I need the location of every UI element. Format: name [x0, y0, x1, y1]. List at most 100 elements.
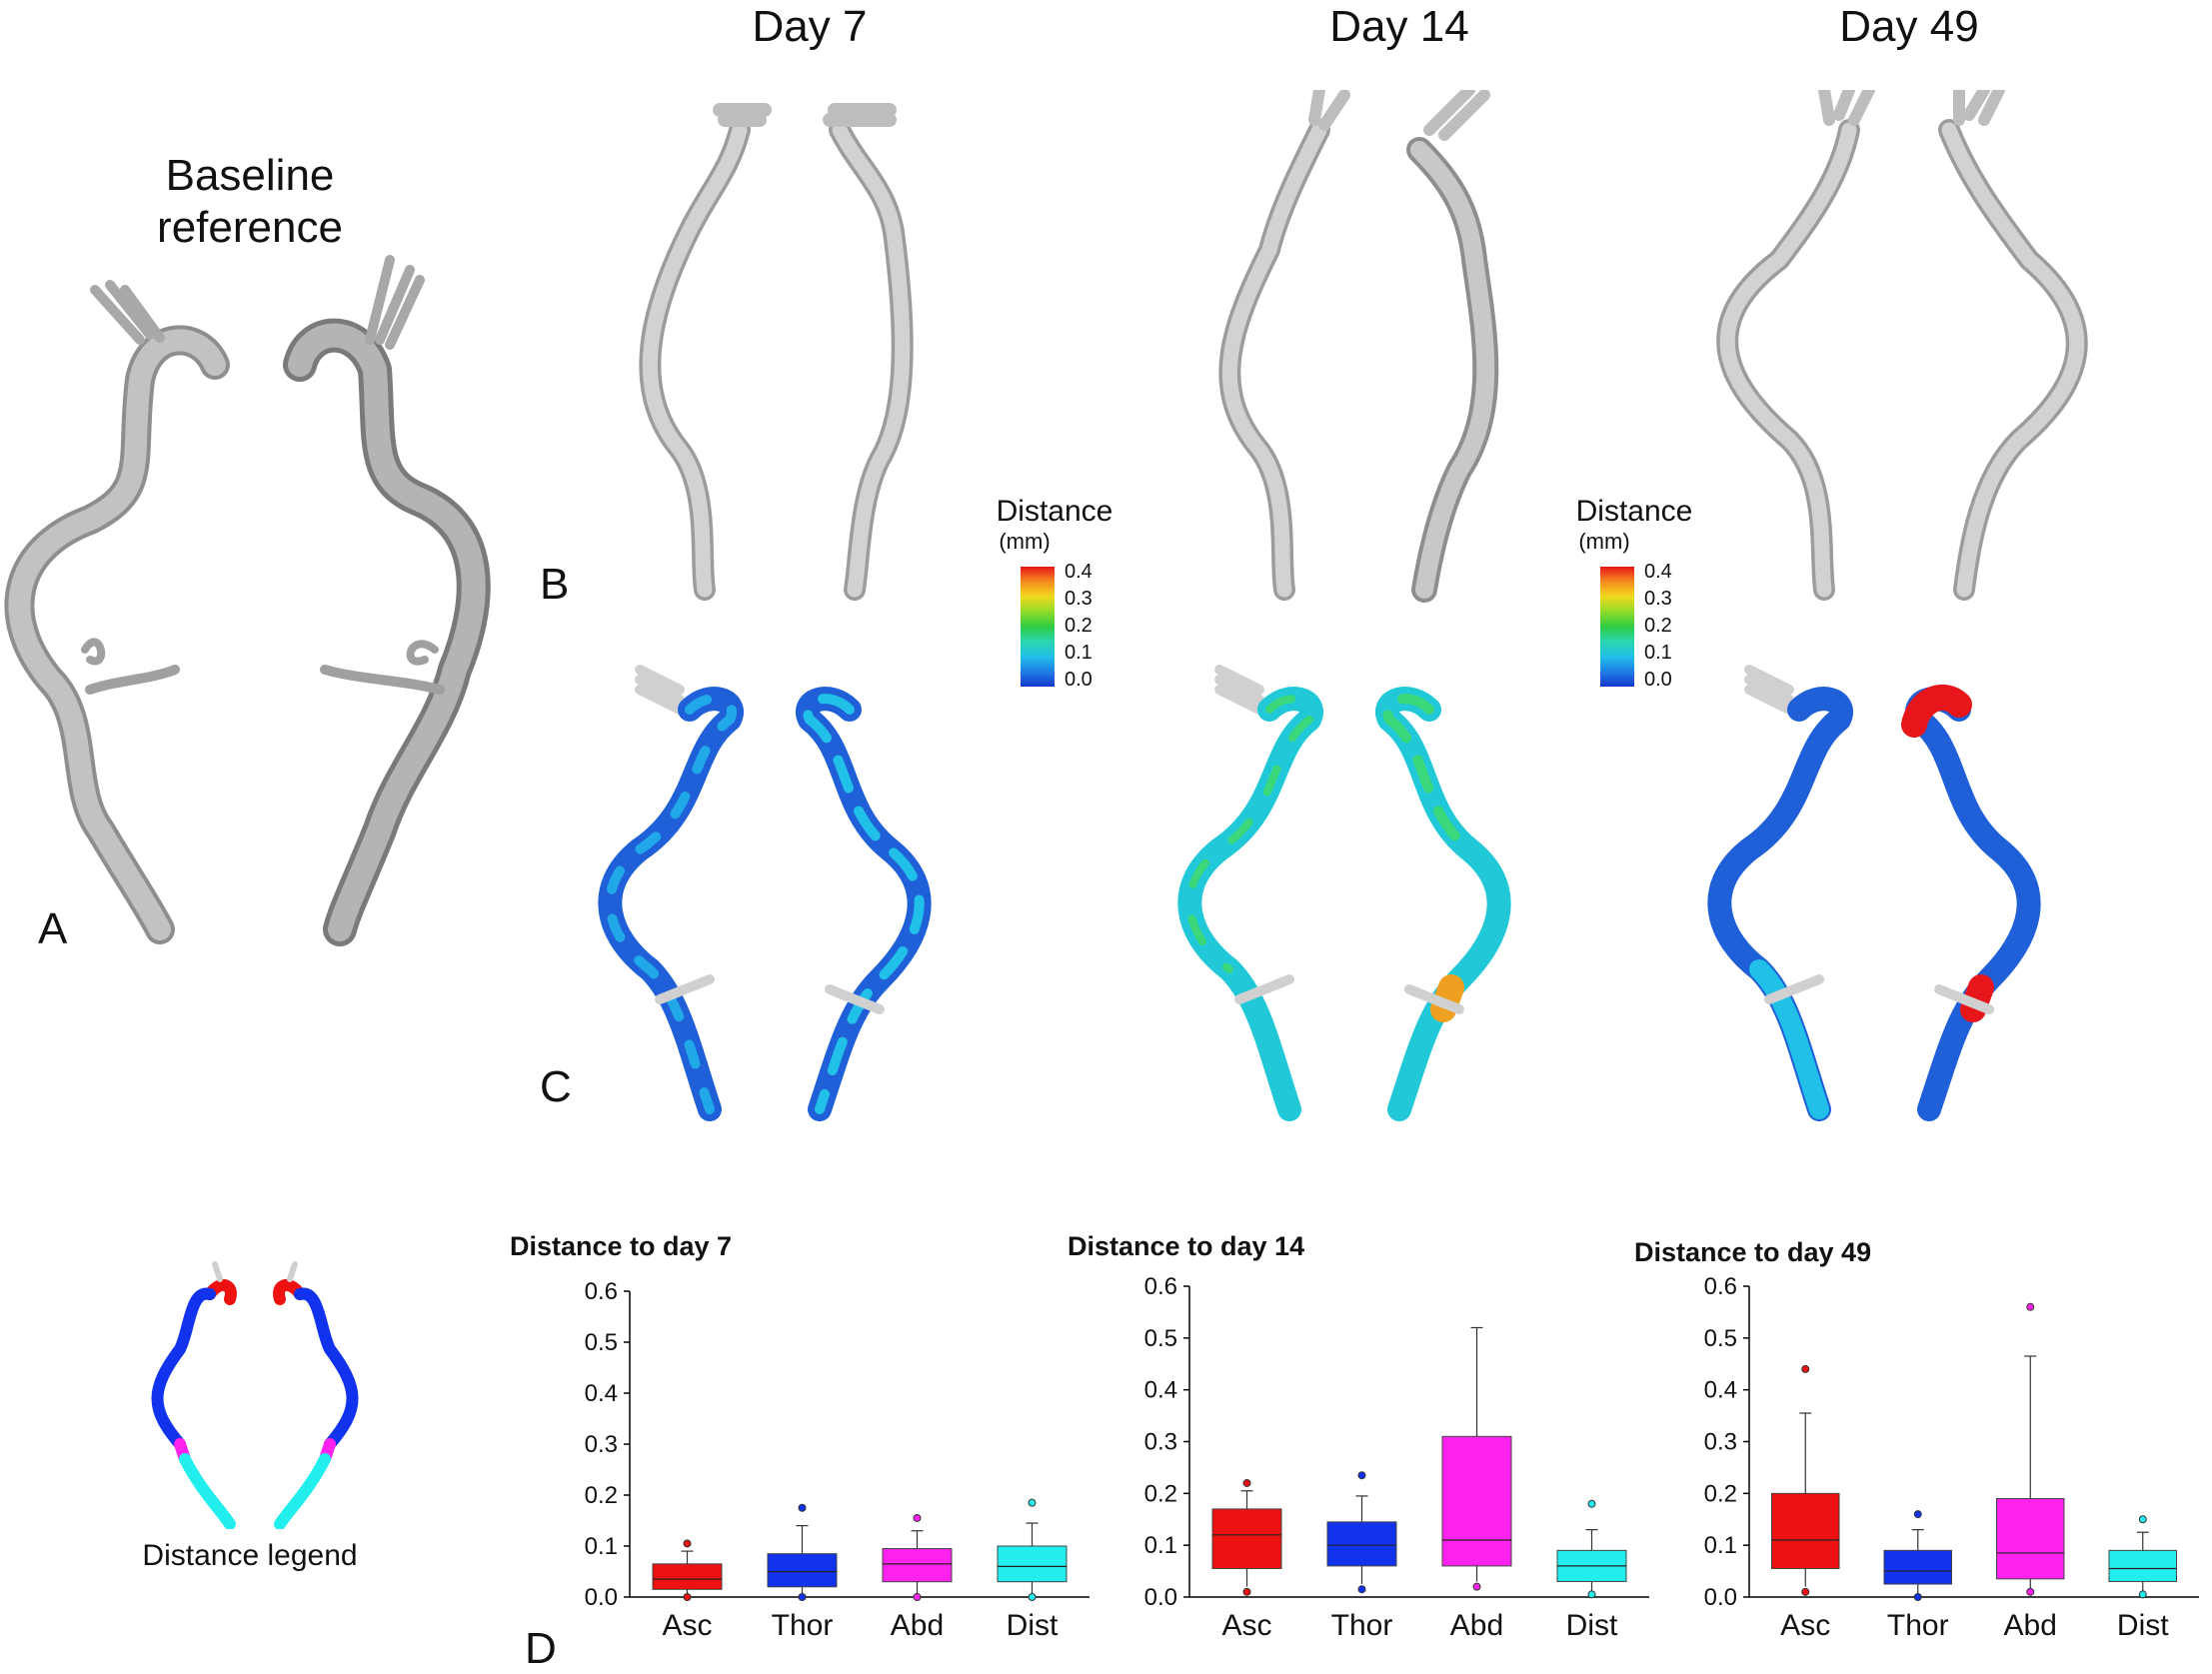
- segment-dist: [179, 1453, 331, 1529]
- colorbar-tick-0.1: 0.1: [1065, 642, 1093, 664]
- day49-grey-models: [1716, 90, 2088, 601]
- boxplot-day49: 0.0 0.1 0.2 0.3 0.4 0.5 0.6 Asc Thor Abd Dist: [1704, 1274, 2199, 1642]
- outlier-abd: [1472, 1582, 1481, 1591]
- column-title-day7: Day 7: [752, 2, 868, 51]
- y-tick-label: 0.4: [585, 1380, 618, 1407]
- category-label-thor: Thor: [772, 1609, 834, 1642]
- colorbar-tick-0.0: 0.0: [1644, 669, 1672, 691]
- y-tick-label: 0.3: [1704, 1429, 1737, 1456]
- day7-colormap: [598, 665, 932, 1121]
- day14-grey-models: [1218, 90, 1499, 603]
- category-label-dist: Dist: [2117, 1609, 2169, 1642]
- y-tick-label: 0.0: [1704, 1584, 1737, 1611]
- outlier-thor: [1913, 1510, 1922, 1519]
- y-tick-label: 0.2: [1144, 1480, 1177, 1507]
- y-tick-label: 0.4: [1704, 1377, 1737, 1404]
- outlier-thor: [798, 1503, 807, 1512]
- outlier-dist: [1028, 1593, 1037, 1601]
- category-label-asc: Asc: [662, 1609, 712, 1642]
- outlier-thor: [1357, 1471, 1366, 1480]
- y-tick-label: 0.0: [585, 1584, 618, 1611]
- y-tick-label: 0.6: [1144, 1274, 1177, 1300]
- outlier-abd: [2026, 1587, 2035, 1596]
- baseline-aorta-models: [4, 255, 491, 946]
- colorbar-unit: (mm): [999, 529, 1051, 554]
- colorbar-tick-0.2: 0.2: [1065, 615, 1093, 637]
- segment-thor: [151, 1287, 359, 1450]
- colorbar-gradient: [1600, 567, 1634, 687]
- colorbar-unit: (mm): [1578, 529, 1630, 554]
- box-thor: [1326, 1521, 1397, 1567]
- y-tick-label: 0.4: [1144, 1377, 1177, 1404]
- colorbar-tick-0.2: 0.2: [1644, 615, 1672, 637]
- outlier-asc: [683, 1539, 692, 1548]
- category-label-asc: Asc: [1221, 1609, 1271, 1642]
- box-thor: [1883, 1549, 1952, 1585]
- colorbar-tick-0.3: 0.3: [1065, 588, 1093, 610]
- distance-colorbar-2: Distance (mm) 0.4 0.3 0.2 0.1 0.0: [1554, 495, 1714, 691]
- category-label-dist: Dist: [1007, 1609, 1059, 1642]
- colorbar-title: Distance: [1575, 495, 1693, 528]
- outlier-thor: [798, 1593, 807, 1601]
- y-tick-label: 0.1: [585, 1533, 618, 1560]
- y-tick-label: 0.5: [1704, 1325, 1737, 1352]
- box-abd: [1441, 1435, 1512, 1567]
- colorbar-tick-0.0: 0.0: [1065, 669, 1093, 691]
- segment-legend-label: Distance legend: [142, 1539, 358, 1572]
- y-tick-label: 0.2: [585, 1482, 618, 1509]
- y-tick-label: 0.6: [585, 1279, 618, 1305]
- segment-asc: [204, 1279, 306, 1305]
- box-asc: [1211, 1508, 1282, 1569]
- column-title-day14: Day 14: [1329, 2, 1469, 51]
- boxplot-day14: 0.0 0.1 0.2 0.3 0.4 0.5 0.6 Asc Thor Abd Dist: [1144, 1274, 1649, 1642]
- box-asc: [652, 1563, 723, 1590]
- outlier-dist: [1587, 1590, 1596, 1599]
- y-tick-label: 0.5: [1144, 1325, 1177, 1352]
- box-abd: [882, 1548, 953, 1583]
- outlier-asc: [1242, 1478, 1251, 1487]
- segment-abd: [174, 1438, 336, 1465]
- y-tick-label: 0.3: [585, 1431, 618, 1458]
- chart-title-day14: Distance to day 14: [1068, 1231, 1305, 1261]
- panel-letter-a: A: [38, 904, 68, 953]
- outlier-asc: [1242, 1587, 1251, 1596]
- outlier-dist: [1028, 1498, 1037, 1507]
- panel-letter-c: C: [540, 1062, 572, 1111]
- outlier-abd: [913, 1593, 922, 1601]
- day14-colormap: [1177, 665, 1511, 1121]
- y-tick-label: 0.1: [1704, 1532, 1737, 1559]
- row-c-colormaps: [598, 665, 2041, 1121]
- colorbar-title: Distance: [996, 495, 1113, 528]
- chart-title-day49: Distance to day 49: [1634, 1237, 1872, 1267]
- baseline-reference-label: Baseline reference: [100, 150, 400, 254]
- row-b-models: [639, 90, 2088, 603]
- baseline-line2: reference: [157, 203, 343, 252]
- box-asc: [1771, 1492, 1840, 1569]
- distance-colorbar-1: Distance (mm) 0.4 0.3 0.2 0.1 0.0: [975, 495, 1134, 691]
- y-tick-label: 0.6: [1704, 1274, 1737, 1300]
- category-label-abd: Abd: [2004, 1609, 2057, 1642]
- category-label-abd: Abd: [891, 1609, 944, 1642]
- category-label-abd: Abd: [1450, 1609, 1503, 1642]
- colorbar-tick-0.4: 0.4: [1644, 561, 1672, 583]
- outlier-thor: [1357, 1585, 1366, 1594]
- outlier-abd: [2026, 1302, 2035, 1311]
- box-thor: [767, 1553, 838, 1588]
- y-tick-label: 0.3: [1144, 1429, 1177, 1456]
- panel-letter-d: D: [525, 1624, 557, 1673]
- boxplot-day7: 0.0 0.1 0.2 0.3 0.4 0.5 0.6 Asc Thor Abd Dist: [585, 1279, 1090, 1642]
- category-label-dist: Dist: [1566, 1609, 1618, 1642]
- category-label-thor: Thor: [1887, 1609, 1949, 1642]
- box-dist: [2108, 1549, 2177, 1582]
- column-title-day49: Day 49: [1839, 2, 1979, 51]
- y-tick-label: 0.1: [1144, 1532, 1177, 1559]
- colorbar-tick-0.1: 0.1: [1644, 642, 1672, 664]
- box-abd: [1996, 1498, 2065, 1580]
- outlier-asc: [683, 1593, 692, 1601]
- outlier-abd: [913, 1513, 922, 1522]
- colorbar-gradient: [1021, 567, 1055, 687]
- day49-colormap: [1707, 665, 2041, 1121]
- box-dist: [997, 1545, 1068, 1583]
- panel-letter-b: B: [540, 560, 570, 609]
- y-tick-label: 0.5: [585, 1329, 618, 1356]
